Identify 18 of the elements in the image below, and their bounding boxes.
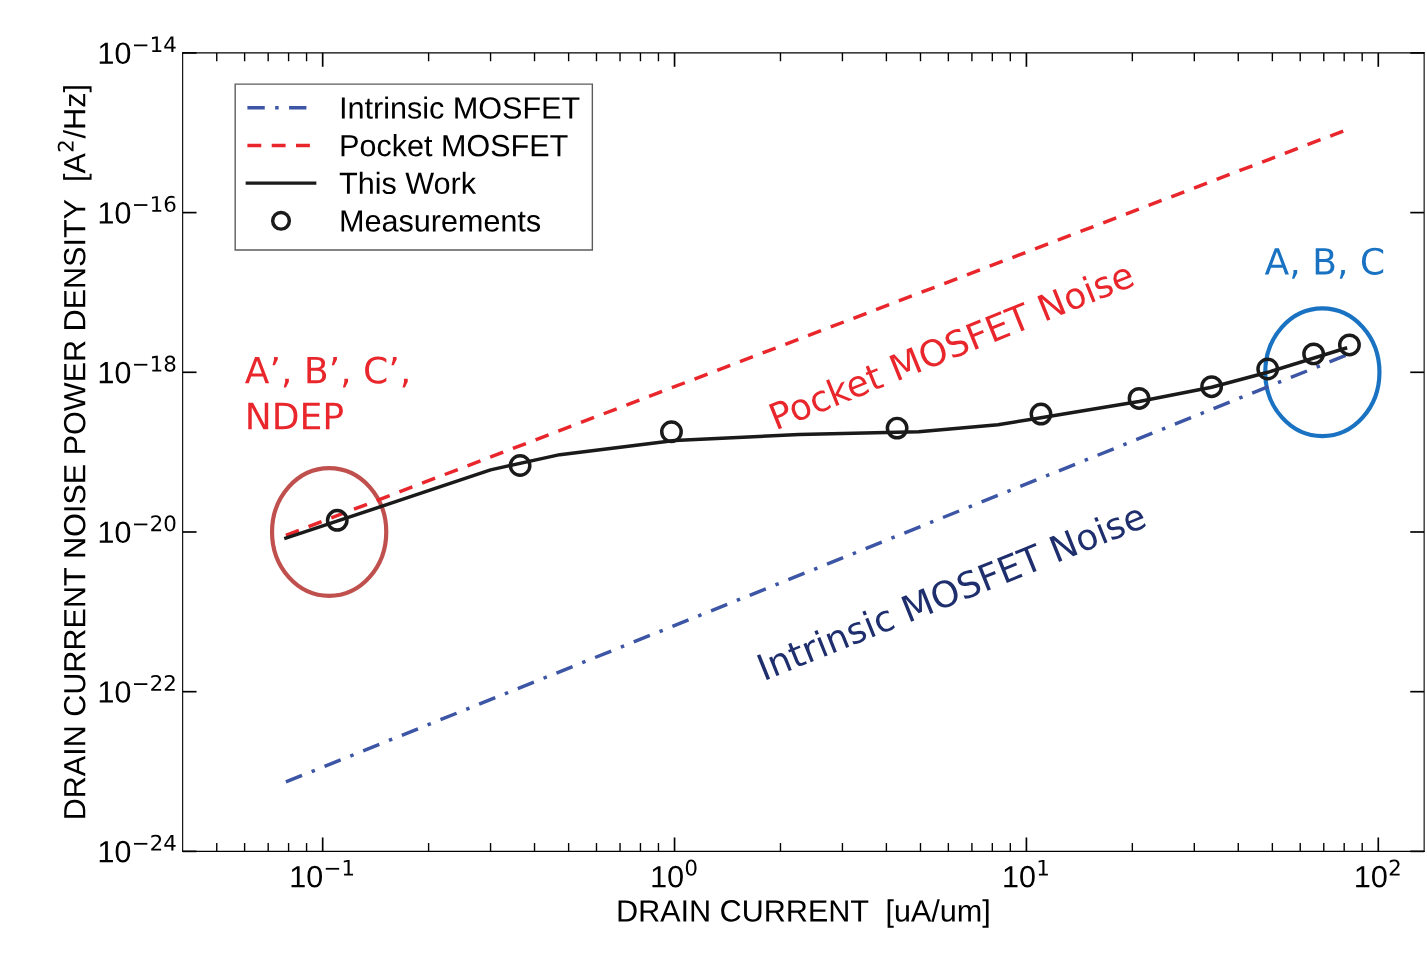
y-tick-label: 10$^{−16}$ <box>99 195 176 224</box>
y-tick-label: 10$^{−24}$ <box>99 834 176 863</box>
legend-label: Pocket MOSFET <box>341 134 568 157</box>
y-axis-title: DRAIN CURRENT NOISE POWER DENSITY [A$^{2}$/Hz] <box>57 86 92 818</box>
x-axis-title: DRAIN CURRENT [uA/um] <box>618 899 989 928</box>
x-tick-label: 10$^{1}$ <box>1004 859 1048 888</box>
y-tick-label: 10$^{−18}$ <box>99 355 176 384</box>
y-tick-label: 10$^{−20}$ <box>99 515 176 544</box>
legend-label: Measurements <box>341 210 541 232</box>
annotation: A’, B’, C’, NDEP <box>245 356 408 430</box>
annotation: A, B, C <box>1264 247 1384 279</box>
y-tick-label: 10$^{−14}$ <box>99 36 176 65</box>
legend-label: This Work <box>339 171 477 195</box>
x-tick-label: 10$^{0}$ <box>652 859 697 888</box>
x-tick-label: 10$^{−1}$ <box>291 859 354 888</box>
legend-label: Intrinsic MOSFET <box>341 96 580 119</box>
y-tick-label: 10$^{−22}$ <box>99 674 175 703</box>
x-tick-label: 10$^{2}$ <box>1356 859 1400 888</box>
